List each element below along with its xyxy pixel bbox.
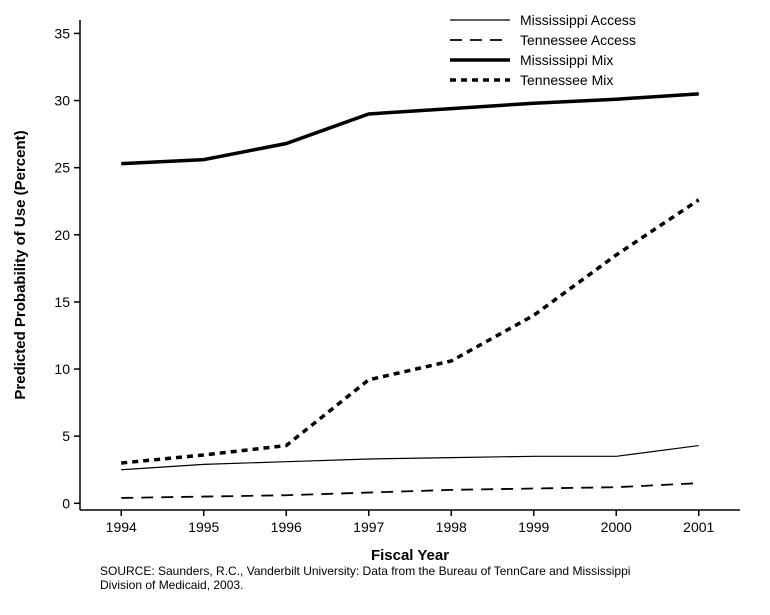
- x-tick-label: 1996: [271, 519, 302, 535]
- x-tick-label: 1994: [106, 519, 137, 535]
- source-text: Division of Medicaid, 2003.: [100, 578, 243, 592]
- chart-container: 0 5 10 15 20 25 30 35 1994 1995 1996 1997 1998 1999 20…: [0, 0, 770, 615]
- y-tick-label: 25: [54, 160, 70, 176]
- x-tick-label: 1999: [518, 519, 549, 535]
- line-chart: 0 5 10 15 20 25 30 35 1994 1995 1996 1997 1998 1999 20…: [0, 0, 770, 615]
- x-tick-label: 1995: [188, 519, 219, 535]
- y-tick-label: 0: [62, 495, 70, 511]
- source-text: SOURCE: Saunders, R.C., Vanderbilt Unive…: [100, 564, 630, 578]
- y-axis-label: Predicted Probability of Use (Percent): [12, 130, 29, 399]
- y-tick-label: 15: [54, 294, 70, 310]
- y-tick-label: 20: [54, 227, 70, 243]
- y-tick-label: 10: [54, 361, 70, 377]
- legend-label-ms_mix: Mississippi Mix: [520, 52, 613, 68]
- legend-label-tn_access: Tennessee Access: [520, 32, 636, 48]
- x-tick-label: 1997: [353, 519, 384, 535]
- y-tick-label: 30: [54, 93, 70, 109]
- x-tick-label: 1998: [436, 519, 467, 535]
- legend-label-tn_mix: Tennessee Mix: [520, 72, 613, 88]
- x-tick-label: 2000: [601, 519, 632, 535]
- x-tick-label: 2001: [683, 519, 714, 535]
- legend-label-ms_access: Mississippi Access: [520, 12, 636, 28]
- y-tick-label: 35: [54, 25, 70, 41]
- y-tick-label: 5: [62, 428, 70, 444]
- x-axis-label: Fiscal Year: [371, 547, 449, 564]
